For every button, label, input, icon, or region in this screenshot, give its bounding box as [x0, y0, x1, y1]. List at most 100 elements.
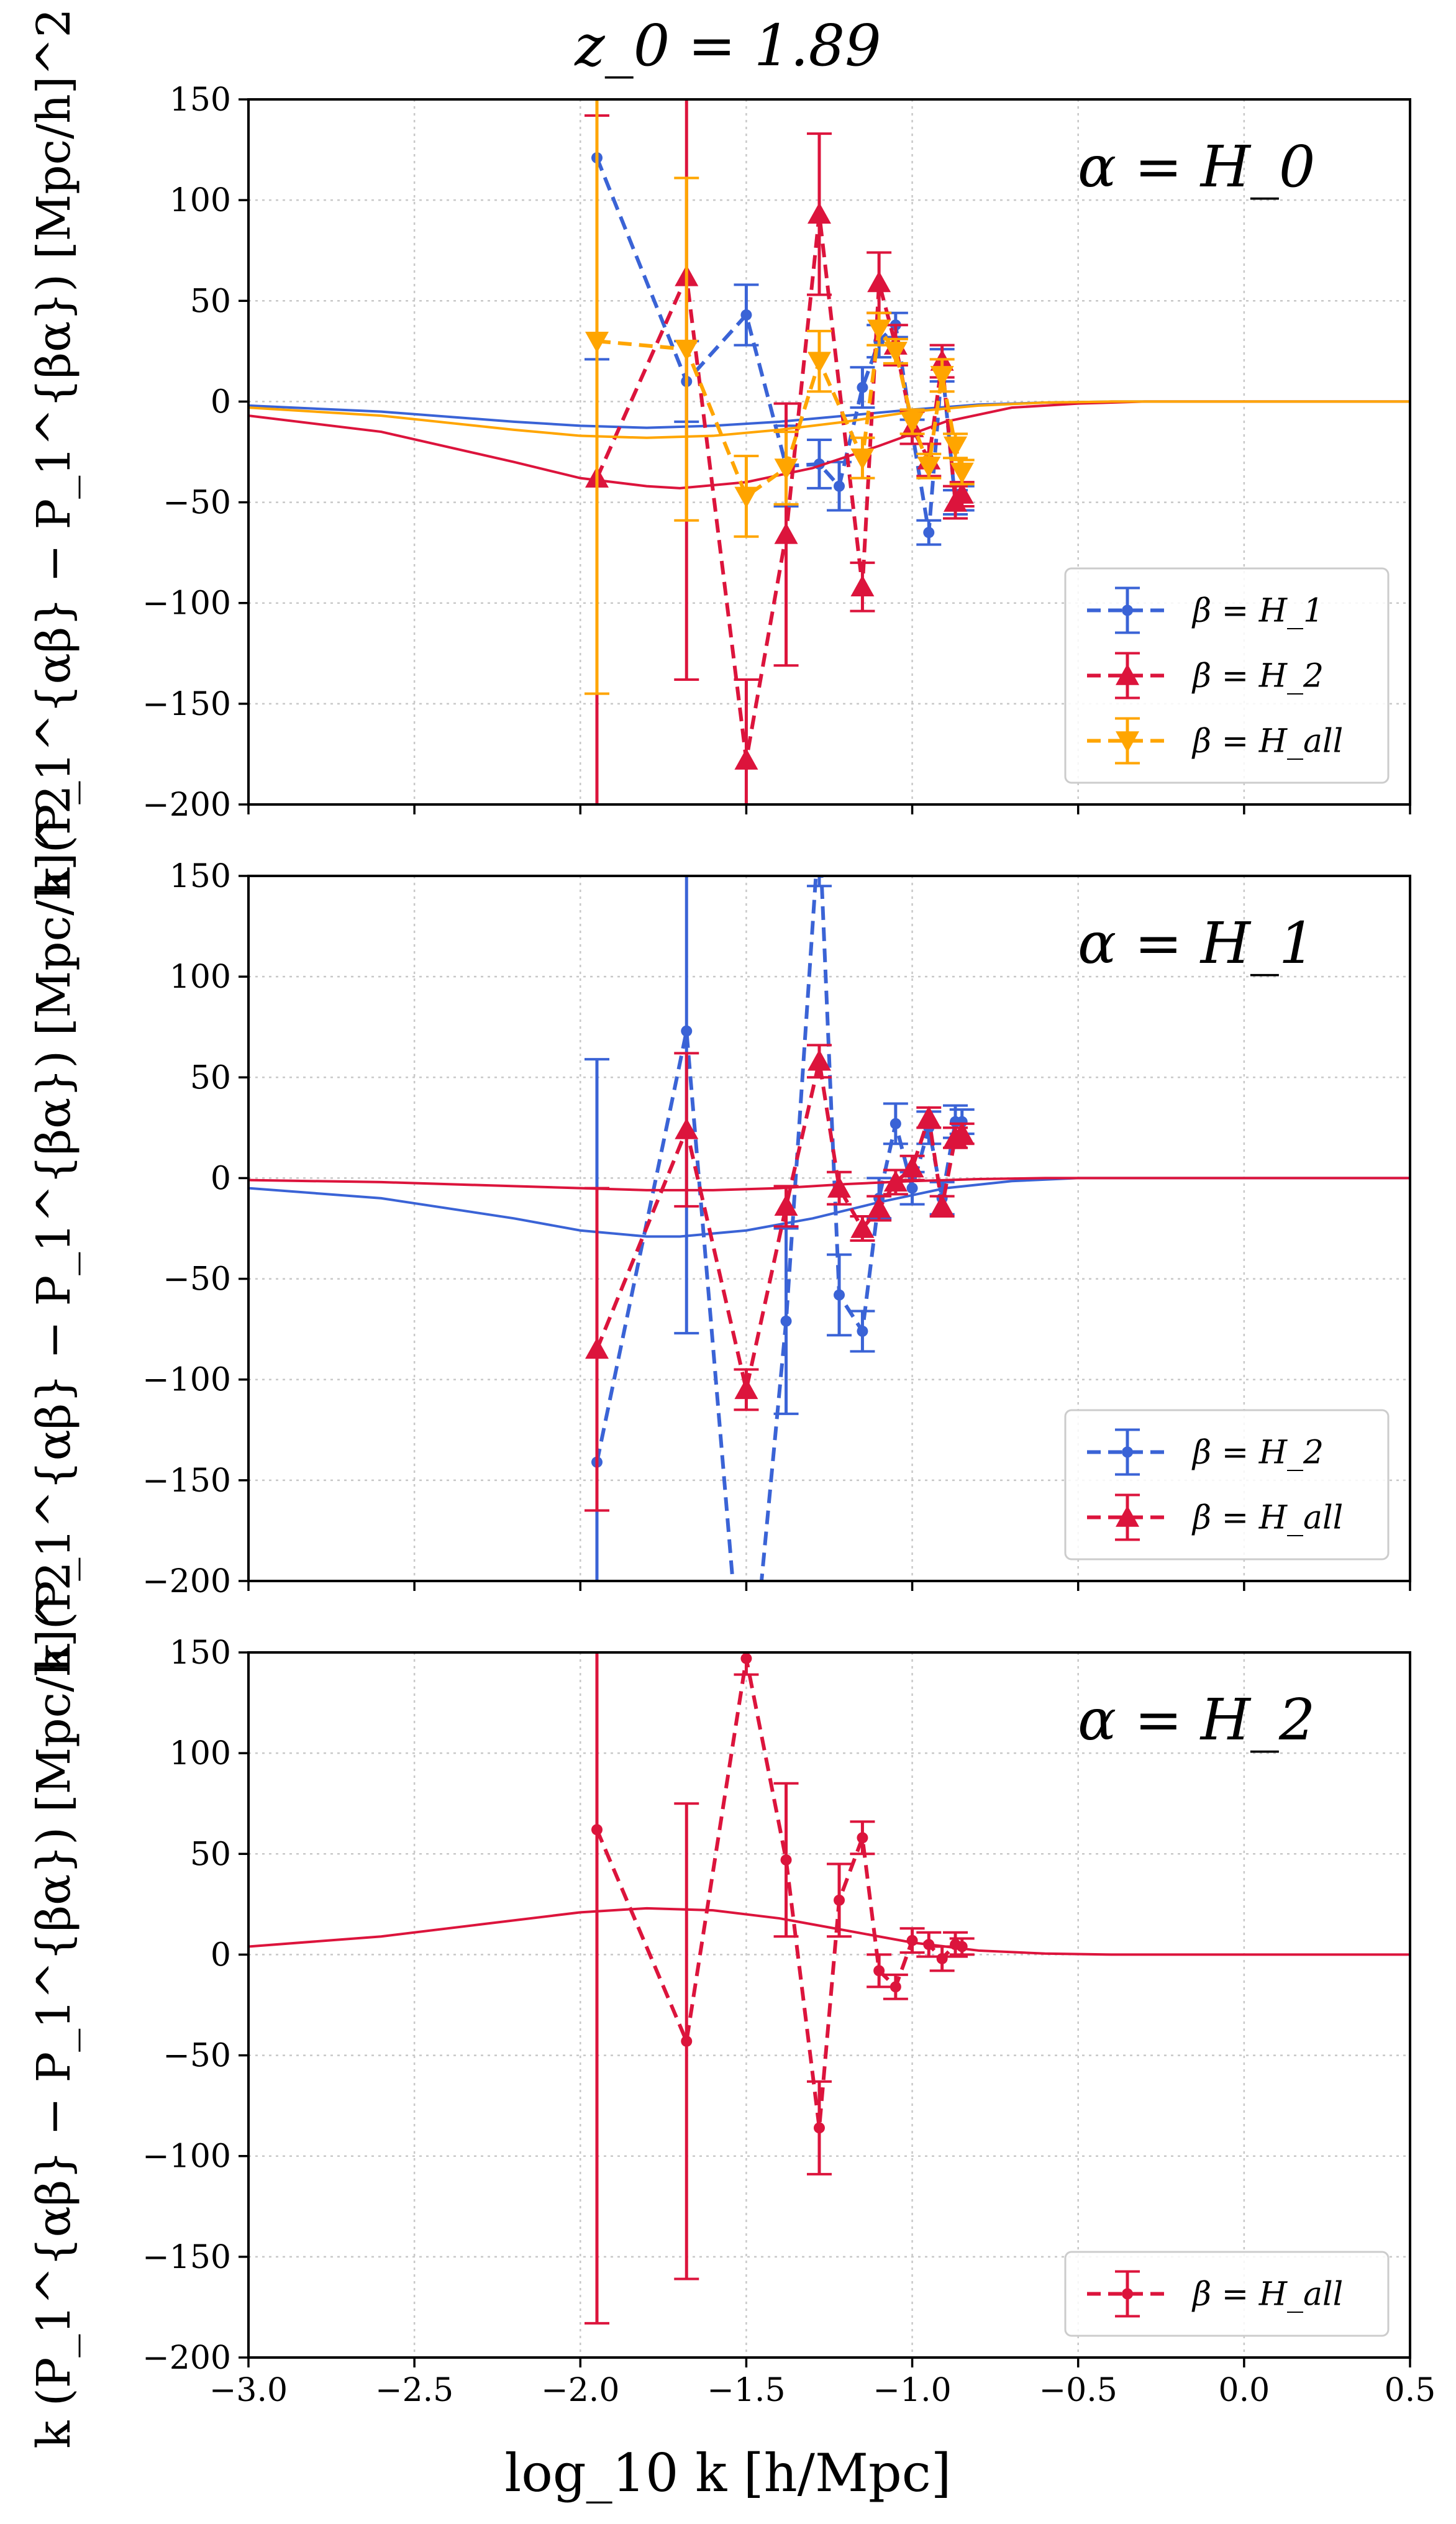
- plot-area: [248, 876, 1410, 1581]
- legend-label: β = H_2: [1191, 1434, 1324, 1472]
- legend-marker: [1122, 1446, 1133, 1458]
- data-point: [780, 1315, 792, 1327]
- theory-curve: [248, 1907, 1410, 1956]
- figure-title: z_0 = 1.89: [574, 12, 881, 79]
- data-point: [867, 319, 891, 341]
- data-point: [857, 1832, 868, 1844]
- y-tick-label: 150: [170, 1634, 231, 1672]
- data-point: [807, 1049, 831, 1071]
- legend-marker: [1116, 731, 1139, 753]
- legend-entry: β = H_all: [1087, 2270, 1343, 2318]
- data-point: [857, 1325, 868, 1337]
- data-point: [890, 1118, 901, 1129]
- series-1: [248, 1652, 1410, 2325]
- data-point: [675, 339, 699, 362]
- y-tick-label: −150: [142, 1462, 231, 1500]
- legend-marker: [1122, 604, 1133, 616]
- legend-box: [1064, 2251, 1390, 2337]
- axes-frame: [247, 1651, 1411, 2359]
- data-point: [867, 271, 891, 293]
- legend-entry: β = H_2: [1087, 652, 1324, 699]
- data-point: [883, 342, 908, 363]
- data-point: [850, 1216, 875, 1238]
- data-point: [591, 1824, 603, 1836]
- x-tick-label: −0.5: [1039, 2372, 1117, 2409]
- y-tick-label: −200: [142, 2339, 231, 2377]
- data-point: [585, 1337, 609, 1359]
- panel-alpha-label: α = H_1: [1078, 910, 1315, 977]
- data-point: [873, 1965, 885, 1977]
- legend-entry: β = H_all: [1087, 1493, 1343, 1541]
- y-axis-label: k (P_1^{αβ} − P_1^{βα}) [Mpc/h]^2: [27, 1561, 81, 2448]
- data-point: [950, 482, 974, 504]
- theory-curve: [248, 1177, 1410, 1191]
- data-point: [834, 1894, 845, 1906]
- legend-marker: [1116, 1505, 1139, 1527]
- y-tick-label: −200: [142, 786, 231, 824]
- data-line: [595, 1060, 963, 1390]
- legend: β = H_1 β = H_2 β = H_all: [1064, 567, 1390, 784]
- data-point: [850, 575, 875, 596]
- data-point: [906, 1182, 918, 1194]
- plot-area: [248, 1652, 1410, 2325]
- x-tick-label: 0.5: [1385, 2372, 1436, 2409]
- data-point: [774, 522, 798, 544]
- x-tick-label: −1.5: [707, 2372, 785, 2409]
- data-point: [930, 366, 954, 388]
- y-tick-label: −100: [142, 2138, 231, 2175]
- data-point: [857, 381, 868, 393]
- data-point: [917, 1106, 941, 1128]
- data-point: [734, 486, 758, 508]
- panel-2: −200 −150 −100 −50 0 50 100 150 k (P_1^{αβ} − P_…: [27, 785, 1411, 1672]
- data-point: [944, 436, 968, 458]
- x-tick-label: −2.5: [375, 2372, 453, 2409]
- data-point: [900, 1156, 924, 1178]
- legend-entry: β = H_1: [1087, 586, 1324, 634]
- panel-alpha-label: α = H_0: [1078, 134, 1315, 200]
- data-point: [834, 480, 845, 492]
- legend-label: β = H_2: [1191, 658, 1324, 695]
- data-line: [595, 1658, 963, 2128]
- data-point: [807, 352, 831, 373]
- legend-entry: β = H_2: [1087, 1428, 1324, 1476]
- theory-curve: [248, 400, 1410, 439]
- data-point: [827, 1176, 852, 1198]
- series-2: [248, 1044, 1410, 1512]
- y-axis-label: k (P_1^{αβ} − P_1^{βα}) [Mpc/h]^2: [27, 785, 81, 1672]
- panel-alpha-label: α = H_2: [1078, 1687, 1315, 1753]
- y-tick-label: 0: [211, 1160, 231, 1197]
- x-tick-label: −2.0: [541, 2372, 619, 2409]
- legend-label: β = H_all: [1191, 1500, 1343, 1537]
- data-point: [923, 1939, 935, 1951]
- y-tick-label: −50: [163, 2038, 231, 2075]
- data-point: [675, 1118, 699, 1139]
- data-point: [740, 1652, 752, 1664]
- data-point: [813, 2122, 825, 2134]
- y-tick-label: −100: [142, 1362, 231, 1399]
- data-point: [734, 748, 758, 770]
- axes-frame: [247, 875, 1411, 1582]
- x-tick-label: −1.0: [873, 2372, 951, 2409]
- y-tick-label: −100: [142, 585, 231, 622]
- y-tick-label: 50: [190, 283, 231, 320]
- y-tick-label: 50: [190, 1836, 231, 1873]
- y-tick-label: 0: [211, 383, 231, 421]
- legend-label: β = H_all: [1191, 2276, 1343, 2313]
- data-point: [867, 1196, 891, 1218]
- y-tick-label: −150: [142, 686, 231, 723]
- data-line: [595, 876, 962, 1581]
- theory-curve: [248, 1177, 1410, 1238]
- series-3: [248, 99, 1410, 695]
- x-axis-label: log_10 k [h/Mpc]: [504, 2443, 951, 2503]
- x-tick-label: 0.0: [1219, 2372, 1270, 2409]
- y-tick-label: 50: [190, 1059, 231, 1096]
- data-point: [917, 457, 941, 478]
- legend-marker: [1122, 2288, 1133, 2300]
- legend-label: β = H_1: [1191, 593, 1324, 630]
- y-tick-label: −150: [142, 2239, 231, 2276]
- axes-frame: [247, 98, 1411, 806]
- y-tick-label: 100: [170, 959, 231, 996]
- plot-area: [248, 99, 1410, 804]
- y-tick-label: −50: [163, 485, 231, 522]
